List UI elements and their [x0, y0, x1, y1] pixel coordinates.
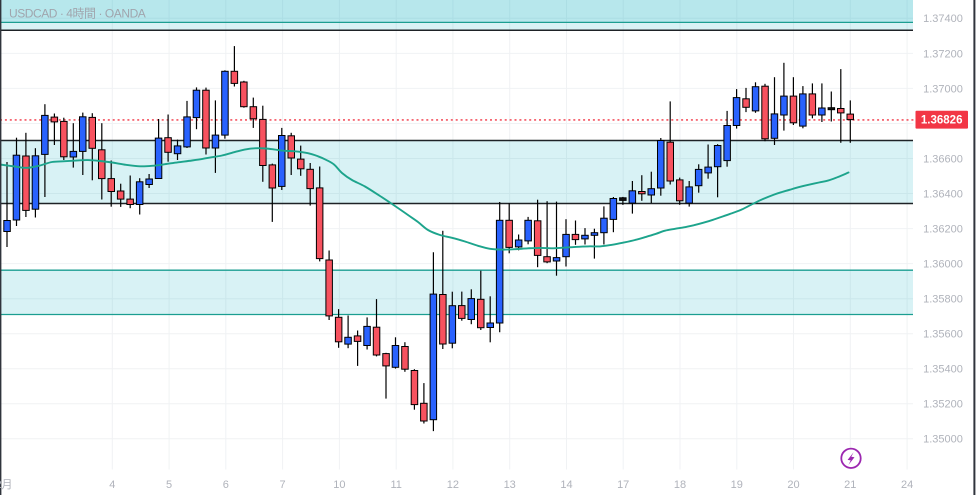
- svg-text:1.35400: 1.35400: [923, 364, 963, 376]
- svg-text:1.35000: 1.35000: [923, 434, 963, 446]
- svg-text:18: 18: [674, 479, 686, 491]
- svg-text:11: 11: [390, 479, 401, 491]
- svg-text:1.36400: 1.36400: [923, 188, 963, 200]
- svg-text:13: 13: [504, 479, 516, 491]
- svg-text:17: 17: [617, 479, 629, 491]
- svg-text:24: 24: [901, 479, 913, 491]
- svg-text:1.35600: 1.35600: [923, 329, 963, 341]
- svg-text:1.37200: 1.37200: [923, 48, 963, 60]
- svg-text:USDCAD · 4時間 · OANDA: USDCAD · 4時間 · OANDA: [9, 7, 146, 21]
- svg-text:7: 7: [280, 479, 286, 491]
- svg-text:1.37400: 1.37400: [923, 13, 963, 25]
- svg-text:1.36000: 1.36000: [923, 259, 963, 271]
- svg-text:1.36200: 1.36200: [923, 224, 963, 236]
- svg-text:1.36600: 1.36600: [923, 153, 963, 165]
- svg-text:19: 19: [731, 479, 743, 491]
- svg-text:6: 6: [223, 479, 229, 491]
- svg-text:1.35200: 1.35200: [923, 399, 963, 411]
- svg-text:1.37000: 1.37000: [923, 83, 963, 95]
- svg-text:21: 21: [844, 479, 856, 491]
- svg-text:10: 10: [333, 479, 345, 491]
- svg-text:1.36826: 1.36826: [921, 115, 963, 127]
- svg-text:5: 5: [166, 479, 172, 491]
- svg-text:12: 12: [447, 479, 459, 491]
- svg-text:4: 4: [109, 479, 115, 491]
- svg-text:14: 14: [560, 479, 572, 491]
- svg-text:1.35800: 1.35800: [923, 294, 963, 306]
- svg-text:20: 20: [787, 479, 799, 491]
- svg-text:2月: 2月: [0, 479, 13, 491]
